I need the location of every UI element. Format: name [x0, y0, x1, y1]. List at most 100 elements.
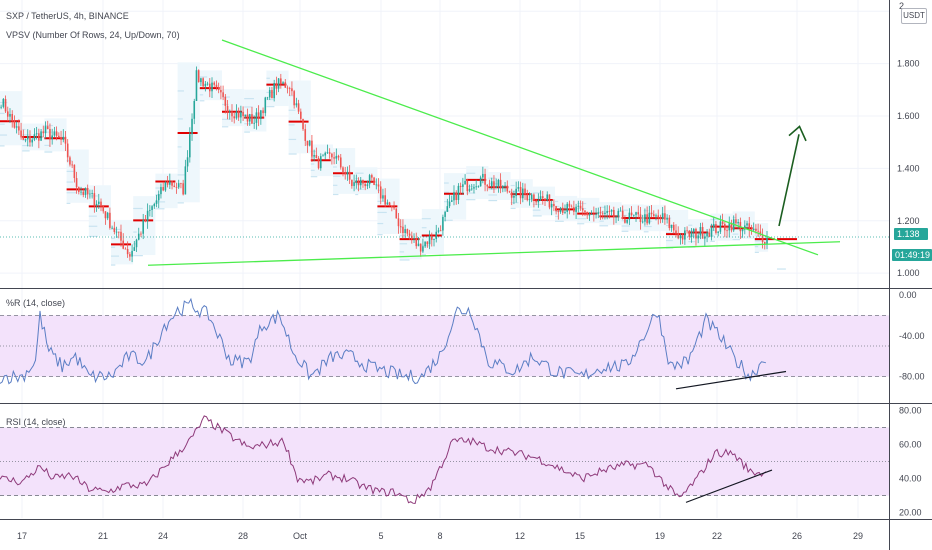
candle-body — [177, 183, 180, 188]
candle-body — [189, 134, 191, 158]
rsi-tick-label: 20.00 — [899, 508, 922, 518]
candle-body — [737, 222, 739, 224]
candle-body — [235, 111, 238, 119]
vp-row — [510, 207, 516, 210]
candle-body — [668, 217, 671, 229]
candle-body — [726, 230, 728, 232]
candle-body — [351, 179, 353, 187]
wr-legend[interactable]: %R (14, close) — [6, 298, 66, 308]
vp-row — [266, 91, 276, 94]
vp-row — [555, 215, 559, 217]
candle-body — [590, 214, 593, 215]
candle-body — [133, 247, 136, 251]
candle-body — [428, 235, 431, 245]
candle-body — [419, 243, 422, 252]
candle-body — [763, 242, 766, 244]
vp-row — [754, 246, 759, 248]
last-price-badge: 1.138 — [894, 228, 928, 240]
vp-row — [133, 207, 143, 210]
vp-row — [177, 202, 184, 204]
candle-body — [426, 241, 429, 245]
candle-body — [277, 78, 280, 89]
candle-body — [297, 103, 300, 112]
candle-body — [519, 187, 522, 199]
candle-body — [393, 206, 395, 209]
vp-row — [177, 174, 185, 176]
candle-body — [215, 84, 218, 88]
candle-body — [688, 230, 691, 237]
candle-body — [311, 140, 313, 157]
vp-row — [421, 227, 427, 229]
candle-body — [262, 110, 264, 114]
candle-body — [377, 184, 380, 187]
candle-body — [9, 114, 11, 117]
candle-body — [171, 181, 173, 186]
vp-row — [666, 239, 673, 242]
candle-body — [2, 98, 5, 107]
candle-body — [282, 82, 284, 84]
candle-body — [635, 212, 637, 215]
price-tick-label: 1.400 — [897, 163, 920, 173]
candle-body — [153, 203, 156, 207]
candle-body — [633, 214, 635, 216]
candle-body — [237, 111, 240, 118]
vp-row — [643, 225, 652, 228]
candle-body — [186, 157, 189, 167]
vp-row — [22, 139, 27, 141]
candle-body — [537, 200, 540, 203]
upper-trendline — [221, 39, 819, 256]
candle-body — [84, 187, 87, 195]
candle-body — [357, 180, 360, 186]
candle-body — [271, 90, 273, 99]
candle-body — [490, 181, 493, 187]
candle-body — [33, 134, 36, 140]
candle-body — [195, 70, 198, 102]
candle-body — [251, 114, 253, 124]
candle-body — [222, 92, 224, 97]
vpsv-legend[interactable]: VPSV (Number Of Rows, 24, Up/Down, 70) — [6, 30, 180, 40]
candle-body — [690, 231, 693, 237]
candle-body — [437, 230, 440, 232]
candle-body — [182, 183, 184, 195]
candle-body — [488, 186, 491, 188]
vp-row — [532, 198, 540, 200]
rsi-divergence-line — [685, 469, 773, 503]
candle-body — [544, 198, 546, 201]
candle-body — [319, 156, 322, 169]
main-legend[interactable]: SXP / TetherUS, 4h, BINANCE — [6, 11, 129, 21]
candle-body — [581, 208, 584, 211]
candle-body — [213, 82, 216, 85]
candle-body — [497, 179, 500, 186]
vp-row — [355, 183, 365, 185]
candle-body — [628, 212, 631, 220]
vp-row — [510, 202, 519, 204]
candle-body — [502, 185, 504, 189]
candle-body — [757, 230, 759, 232]
candle-body — [701, 227, 704, 239]
candle-body — [97, 201, 100, 204]
vp-row — [88, 225, 98, 227]
candle-body — [371, 175, 373, 178]
vp-row — [310, 157, 315, 159]
currency-unit-badge[interactable]: USDT — [901, 8, 927, 24]
vp-row — [244, 98, 254, 100]
candle-body — [495, 185, 497, 188]
candle-body — [331, 153, 333, 158]
candle-body — [710, 227, 713, 237]
candle-body — [386, 202, 389, 205]
candle-body — [517, 187, 520, 189]
candle-body — [295, 103, 298, 106]
candle-body — [626, 219, 628, 223]
time-tick-label: 28 — [238, 531, 248, 541]
candle-body — [752, 228, 755, 231]
vp-row — [0, 123, 5, 125]
vp-row — [754, 234, 761, 236]
candle-body — [728, 223, 731, 231]
vp-row — [399, 251, 405, 253]
rsi-legend[interactable]: RSI (14, close) — [6, 417, 66, 427]
candle-body — [173, 185, 176, 188]
candle-body — [124, 248, 127, 250]
candle-body — [46, 126, 49, 129]
candle-body — [226, 105, 229, 112]
